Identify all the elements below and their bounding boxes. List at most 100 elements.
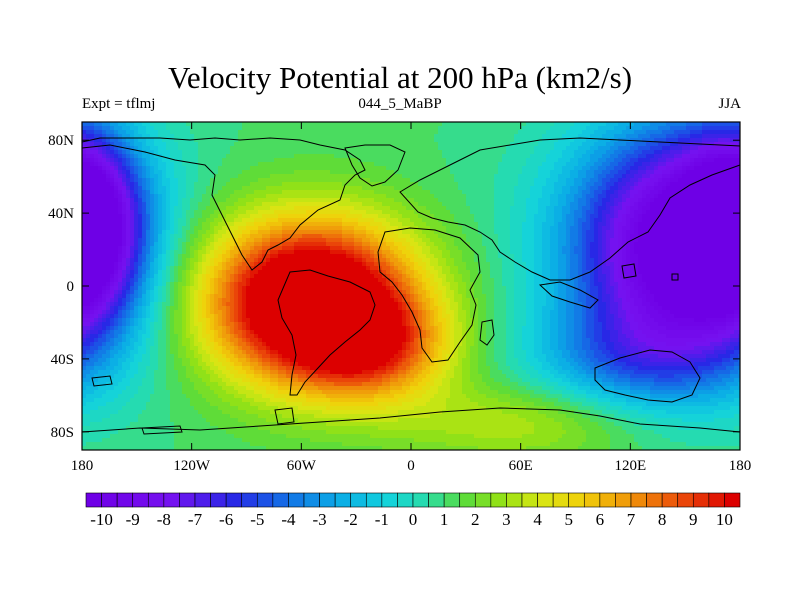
field-cell	[234, 134, 239, 139]
field-cell	[702, 138, 707, 143]
field-cell	[278, 214, 283, 219]
field-cell	[150, 158, 155, 163]
field-cell	[238, 134, 243, 139]
field-cell	[622, 198, 627, 203]
field-cell	[438, 130, 443, 135]
field-cell	[730, 222, 735, 227]
field-cell	[194, 174, 199, 179]
field-cell	[730, 202, 735, 207]
field-cell	[510, 158, 515, 163]
field-cell	[558, 138, 563, 143]
field-cell	[102, 202, 107, 207]
field-cell	[430, 186, 435, 191]
field-cell	[690, 146, 695, 151]
field-cell	[446, 234, 451, 239]
field-cell	[174, 194, 179, 199]
field-cell	[178, 174, 183, 179]
field-cell	[618, 202, 623, 207]
field-cell	[314, 238, 319, 243]
field-cell	[230, 166, 235, 171]
field-cell	[134, 202, 139, 207]
field-cell	[394, 198, 399, 203]
field-cell	[218, 158, 223, 163]
field-cell	[718, 186, 723, 191]
field-cell	[198, 178, 203, 183]
field-cell	[566, 154, 571, 159]
field-cell	[182, 230, 187, 235]
field-cell	[710, 150, 715, 155]
field-cell	[642, 130, 647, 135]
field-cell	[458, 142, 463, 147]
field-cell	[186, 238, 191, 243]
field-cell	[714, 210, 719, 215]
field-cell	[154, 146, 159, 151]
field-cell	[638, 198, 643, 203]
field-cell	[98, 238, 103, 243]
field-cell	[586, 190, 591, 195]
field-cell	[166, 210, 171, 215]
field-cell	[510, 210, 515, 215]
field-cell	[254, 238, 259, 243]
field-cell	[266, 190, 271, 195]
field-cell	[94, 162, 99, 167]
field-cell	[590, 150, 595, 155]
field-cell	[590, 186, 595, 191]
field-cell	[470, 206, 475, 211]
field-cell	[318, 218, 323, 223]
field-cell	[398, 230, 403, 235]
field-cell	[706, 194, 711, 199]
field-cell	[662, 194, 667, 199]
field-cell	[154, 238, 159, 243]
field-cell	[542, 198, 547, 203]
field-cell	[166, 238, 171, 243]
field-cell	[438, 170, 443, 175]
field-cell	[530, 222, 535, 227]
field-cell	[442, 190, 447, 195]
field-cell	[730, 182, 735, 187]
field-cell	[506, 190, 511, 195]
field-cell	[570, 226, 575, 231]
field-cell	[146, 126, 151, 131]
field-cell	[430, 234, 435, 239]
field-cell	[298, 186, 303, 191]
field-cell	[650, 174, 655, 179]
field-cell	[738, 162, 740, 167]
field-cell	[658, 138, 663, 143]
field-cell	[166, 174, 171, 179]
field-cell	[570, 222, 575, 227]
field-cell	[494, 218, 499, 223]
field-cell	[174, 210, 179, 215]
field-cell	[646, 158, 651, 163]
field-cell	[474, 226, 479, 231]
field-cell	[170, 222, 175, 227]
field-cell	[430, 198, 435, 203]
field-cell	[438, 134, 443, 139]
field-cell	[214, 194, 219, 199]
field-cell	[390, 222, 395, 227]
field-cell	[266, 126, 271, 131]
field-cell	[618, 122, 623, 127]
field-cell	[522, 186, 527, 191]
field-cell	[622, 194, 627, 199]
field-cell	[382, 162, 387, 167]
field-cell	[154, 210, 159, 215]
field-cell	[310, 138, 315, 143]
field-cell	[138, 210, 143, 215]
field-cell	[102, 210, 107, 215]
field-cell	[362, 218, 367, 223]
field-cell	[478, 174, 483, 179]
field-cell	[334, 166, 339, 171]
field-cell	[498, 142, 503, 147]
field-cell	[674, 174, 679, 179]
field-cell	[510, 222, 515, 227]
field-cell	[82, 150, 87, 155]
field-cell	[350, 146, 355, 151]
field-cell	[734, 146, 739, 151]
field-cell	[350, 194, 355, 199]
field-cell	[738, 198, 740, 203]
field-cell	[198, 150, 203, 155]
field-cell	[610, 226, 615, 231]
field-cell	[534, 154, 539, 159]
field-cell	[686, 182, 691, 187]
field-cell	[518, 134, 523, 139]
